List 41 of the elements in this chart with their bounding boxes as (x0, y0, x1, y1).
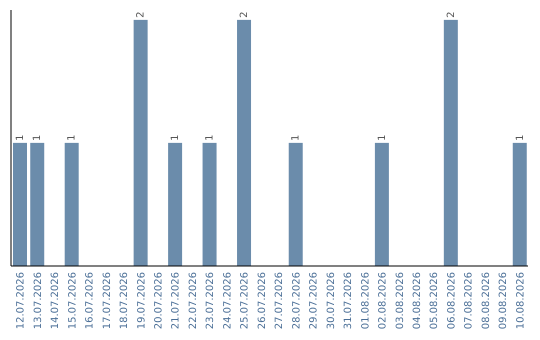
x-tick-label: 18.07.2026 (119, 272, 130, 330)
data-label: 1 (204, 134, 216, 141)
data-label: 1 (290, 134, 302, 141)
x-tick-label: 12.07.2026 (16, 272, 27, 330)
x-tick-label: 29.07.2026 (308, 272, 320, 330)
x-tick-label: 09.08.2026 (498, 272, 510, 330)
x-tick-label: 17.07.2026 (102, 272, 113, 330)
x-tick-label: 22.07.2026 (188, 272, 199, 330)
data-label: 1 (15, 134, 26, 141)
x-tick-label: 19.07.2026 (136, 272, 148, 330)
x-tick-label: 02.08.2026 (378, 272, 389, 330)
x-tick-label: 01.08.2026 (360, 272, 372, 330)
x-tick-label: 10.08.2026 (515, 272, 526, 330)
x-tick-label: 25.07.2026 (240, 272, 251, 330)
data-label: 2 (136, 11, 147, 18)
x-tick-label: 14.07.2026 (50, 272, 62, 330)
x-tick-label: 13.07.2026 (32, 272, 44, 330)
x-tick-label: 03.08.2026 (394, 272, 406, 330)
x-tick-label: 30.07.2026 (326, 272, 337, 330)
x-tick-label: 27.07.2026 (274, 272, 286, 330)
x-tick-label: 16.07.2026 (84, 272, 96, 330)
x-tick-label: 21.07.2026 (170, 272, 182, 330)
data-label: 2 (239, 11, 250, 18)
x-tick-label: 08.08.2026 (480, 272, 492, 330)
data-label: 1 (376, 134, 388, 141)
x-tick-label: 28.07.2026 (291, 272, 302, 330)
data-label: 1 (32, 134, 44, 141)
x-tick-label: 26.07.2026 (256, 272, 268, 330)
x-tick-label: 04.08.2026 (412, 272, 423, 330)
x-tick-label: 31.07.2026 (343, 272, 354, 330)
x-tick-label: 06.08.2026 (446, 272, 458, 330)
x-tick-label: 24.07.2026 (222, 272, 234, 330)
data-label: 2 (446, 11, 457, 18)
data-label: 1 (66, 134, 78, 141)
x-tick-label: 05.08.2026 (429, 272, 440, 330)
x-tick-label: 20.07.2026 (153, 272, 164, 330)
data-label: 1 (514, 134, 526, 141)
x-tick-label: 23.07.2026 (205, 272, 216, 330)
data-label: 1 (170, 134, 182, 141)
x-tick-label: 15.07.2026 (67, 272, 78, 330)
x-tick-label: 07.08.2026 (464, 272, 475, 330)
